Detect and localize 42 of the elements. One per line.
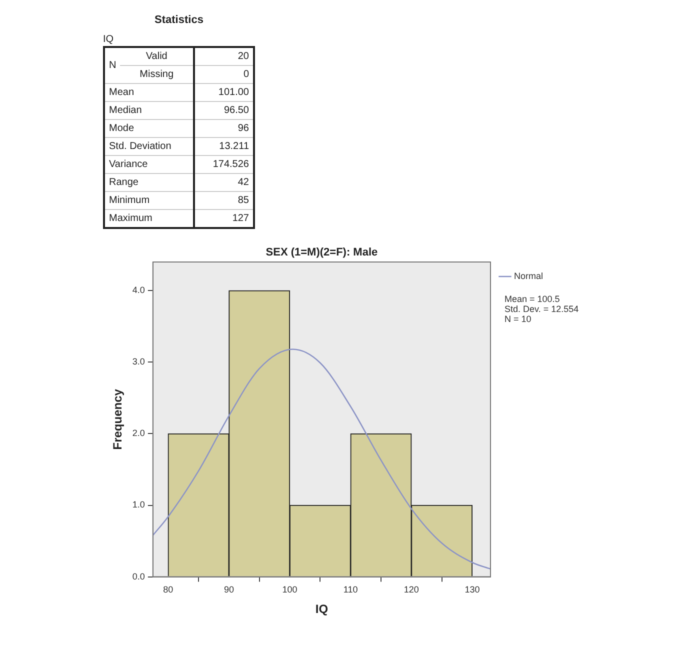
text: IQ — [103, 34, 115, 45]
text: N — [108, 59, 118, 73]
line-series — [152, 348, 490, 570]
category-label: Std. Deviation — [104, 138, 194, 156]
x-tick-label: 110 — [343, 584, 358, 595]
category-label: Maximum — [104, 210, 194, 228]
text: 42 — [238, 177, 249, 188]
x-tick-label: 90 — [224, 584, 234, 595]
x-tick-label: 80 — [163, 584, 174, 595]
category-label: Mode — [104, 120, 194, 138]
category-label: Median — [104, 102, 194, 120]
y-tick-label: 0.0 — [132, 571, 145, 582]
text: Statistics — [154, 14, 204, 26]
text: Mean = 100.5 — [504, 294, 560, 304]
y-tick-label: 2.0 — [132, 428, 145, 438]
text: Std. Dev. = 12.554 — [504, 304, 579, 314]
text: 174.526 — [212, 159, 249, 170]
text: 101.00 — [218, 87, 249, 98]
category-label: Minimum — [104, 192, 194, 210]
category-label: Range — [104, 174, 194, 192]
text: 13.211 — [219, 141, 249, 152]
category-label: Missing — [120, 66, 194, 84]
y-axis-title: Frequency — [110, 388, 125, 450]
x-tick-label: 100 — [282, 584, 298, 595]
x-axis-title: IQ — [315, 602, 328, 616]
chart-title: SEX (1=M)(2=F): Male — [266, 246, 378, 259]
category-label: Valid — [120, 47, 194, 66]
y-tick-label: 1.0 — [132, 500, 145, 510]
category-label: Variance — [104, 156, 194, 174]
text: 0 — [243, 69, 249, 80]
text: 20 — [238, 51, 249, 62]
y-tick-label: 3.0 — [132, 356, 145, 367]
x-tick-label: 130 — [464, 584, 480, 595]
category-label: Mean — [104, 84, 194, 102]
legend-label: Normal — [514, 270, 544, 281]
text: 96 — [238, 123, 249, 134]
y-tick-label: 4.0 — [132, 285, 145, 296]
text: 127 — [232, 213, 249, 224]
text: N = 10 — [504, 314, 532, 324]
x-tick-label: 120 — [404, 584, 419, 595]
text: 85 — [238, 195, 249, 206]
text: 96.50 — [224, 105, 249, 116]
